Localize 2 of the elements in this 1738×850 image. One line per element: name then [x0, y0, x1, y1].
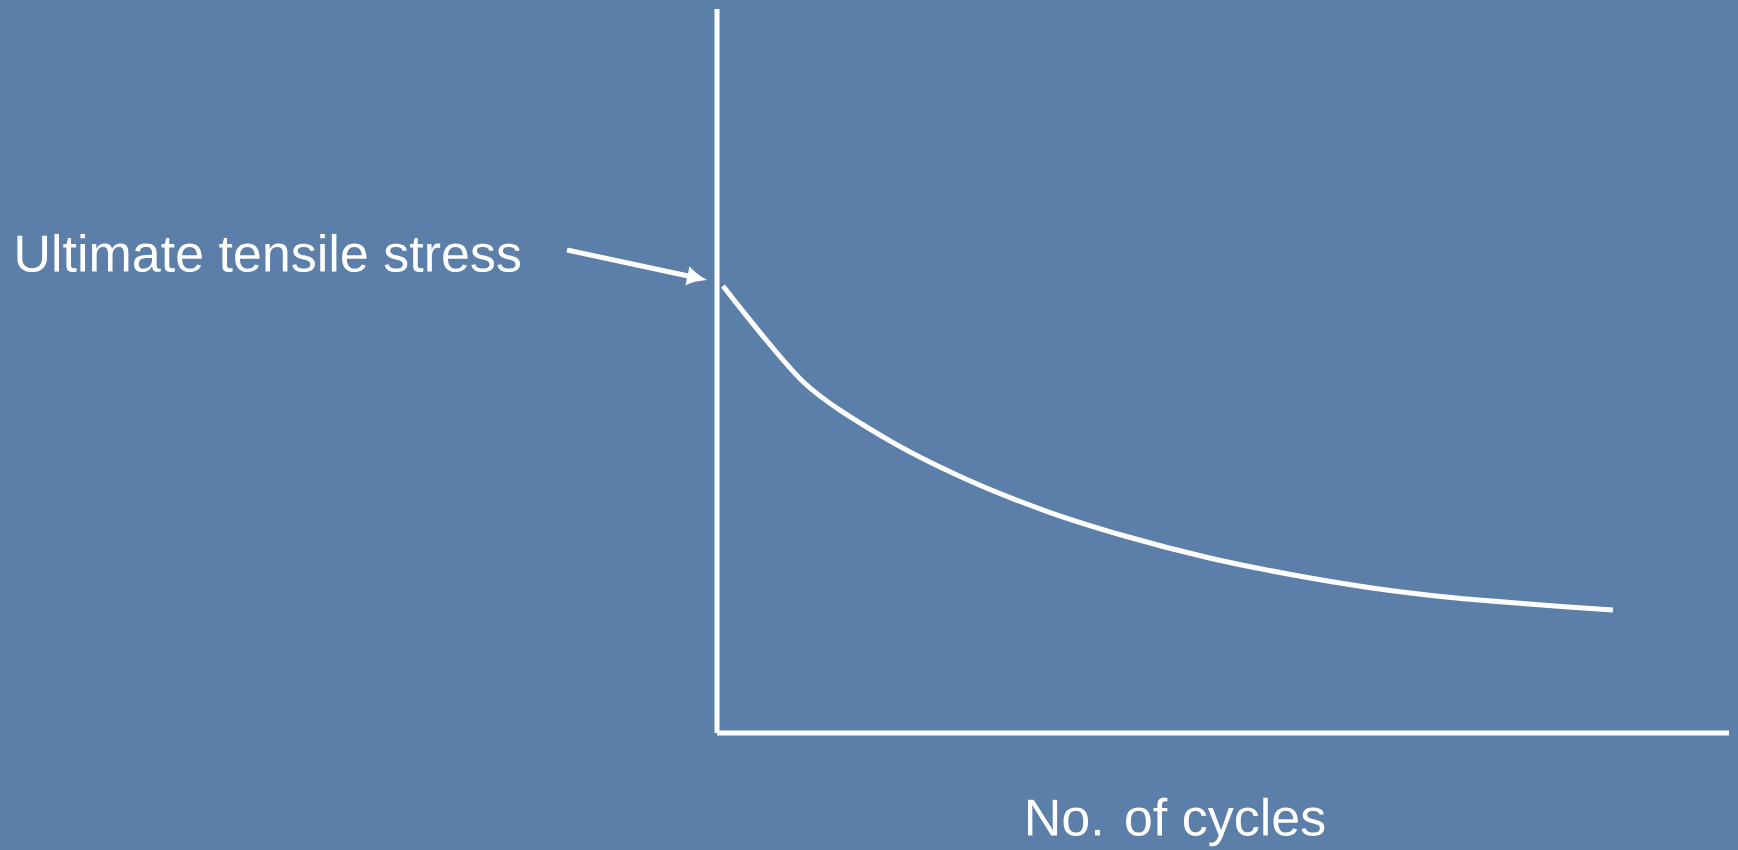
text: Ultimate tensile stress — [17, 233, 521, 273]
x-axis-title: No. of cycles — [1028, 797, 1325, 847]
